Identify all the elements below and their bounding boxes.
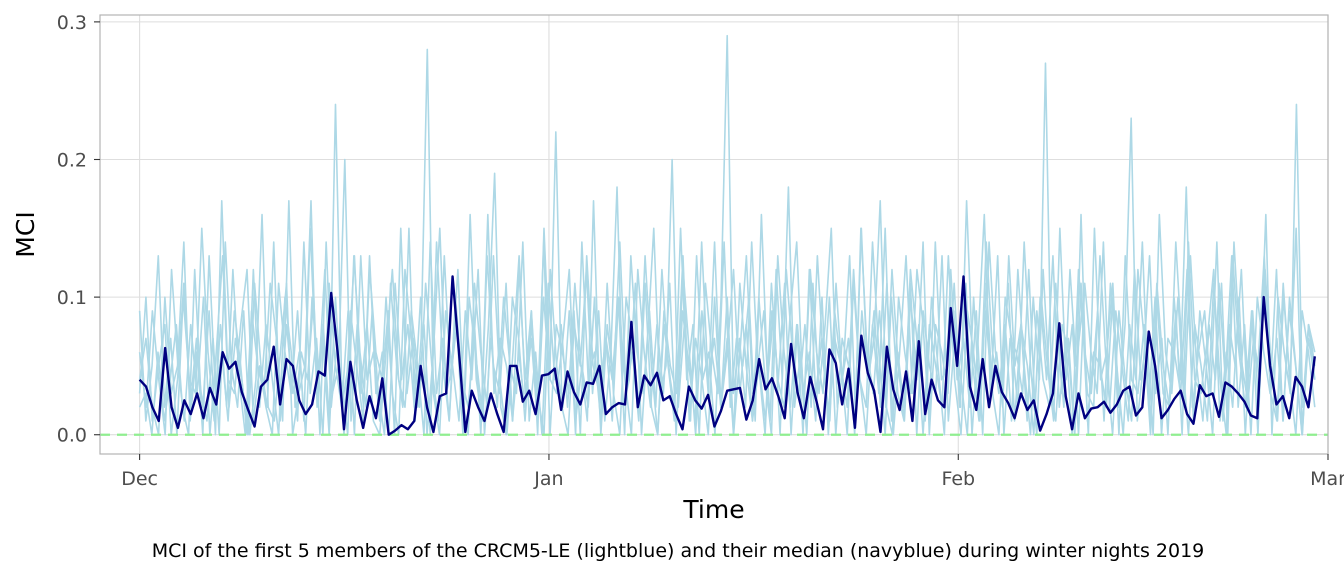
x-tick-label-mar: Mar bbox=[1310, 468, 1344, 490]
y-tick-label-2: 0.2 bbox=[57, 149, 87, 171]
y-tick-label-3: 0.3 bbox=[57, 12, 87, 34]
median-line bbox=[138, 275, 1316, 436]
y-axis-ticks: 0.0 0.1 0.2 0.3 bbox=[57, 12, 100, 447]
member-line-2 bbox=[138, 158, 1316, 436]
panel-border bbox=[99, 14, 1329, 455]
member-line-1 bbox=[138, 34, 1316, 436]
x-axis-title: Time bbox=[682, 495, 744, 524]
member-series-lines bbox=[138, 34, 1316, 436]
y-tick-label-0: 0.0 bbox=[57, 425, 87, 447]
chart-caption: MCI of the first 5 members of the CRCM5-… bbox=[152, 540, 1205, 562]
median-series-line bbox=[138, 275, 1316, 436]
member-line-3 bbox=[138, 199, 1316, 436]
x-axis-ticks: Dec Jan Feb Mar bbox=[121, 454, 1344, 490]
x-tick-label-feb: Feb bbox=[941, 468, 975, 490]
x-tick-label-dec: Dec bbox=[121, 468, 158, 490]
x-tick-label-jan: Jan bbox=[533, 468, 563, 490]
y-axis-title: MCI bbox=[11, 211, 40, 257]
member-line-5 bbox=[138, 241, 1316, 436]
y-tick-label-1: 0.1 bbox=[57, 287, 87, 309]
